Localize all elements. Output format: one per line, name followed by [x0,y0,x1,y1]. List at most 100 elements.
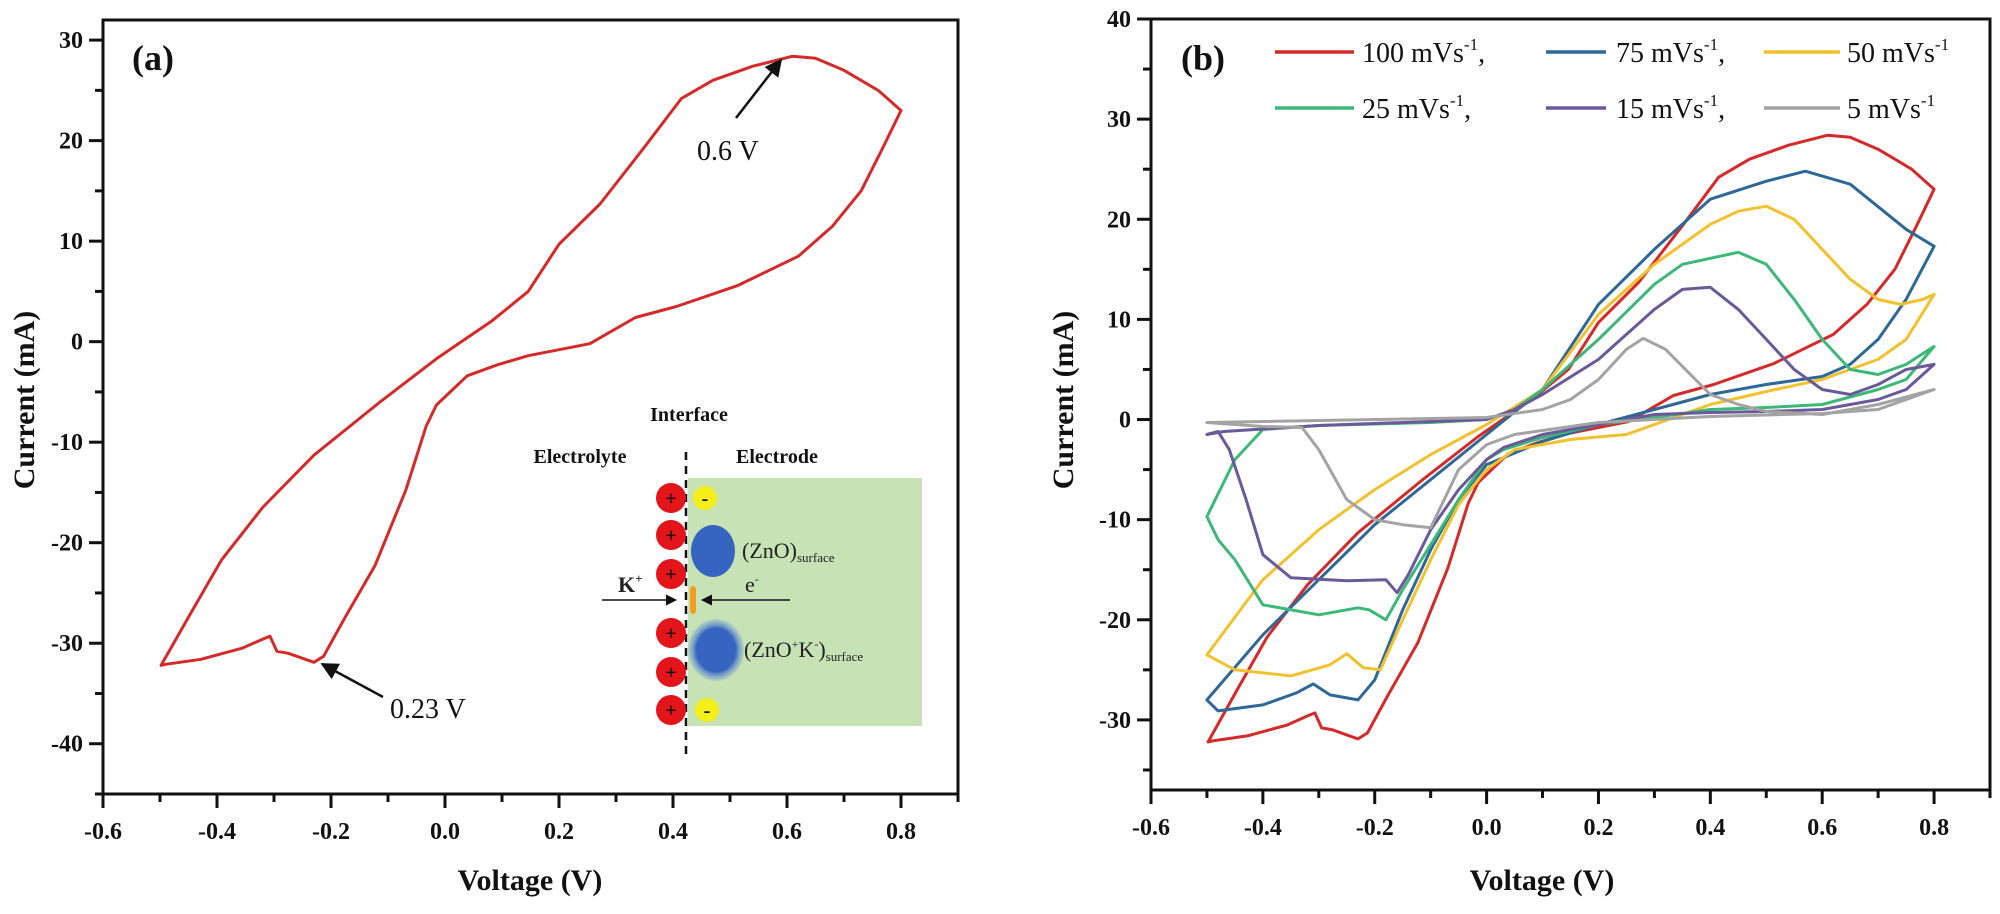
y-tick-label: -30 [51,631,83,657]
y-tick-label: 40 [1107,7,1131,33]
inset-electrolyte-label: Electrolyte [534,446,627,468]
valley-arrow-icon [320,662,384,699]
inset-electrode-label: Electrode [736,446,818,468]
y-tick-label: 0 [71,330,83,356]
x-tick-label: 0.0 [430,819,460,845]
panel-a-label: (a) [132,38,174,78]
legend-label: 15 mVs-1, [1616,91,1725,125]
panel-b: -0.6 -0.4 -0.2 0.0 0.2 0.4 0.6 0.8 40 30 20 10 0 -10 -… [1047,7,1992,897]
x-tick-label: 0.0 [1472,815,1502,841]
zno-k-particle-icon [688,619,744,681]
legend-label: 100 mVs-1, [1362,35,1485,69]
plus-sign: + [665,700,676,722]
interface-schematic-inset: Interface Electrolyte Electrode + + + + + + -… [534,404,922,756]
y-tick-label: 20 [1107,207,1131,233]
cation: + [656,520,686,550]
x-tick-label: -0.2 [1356,815,1394,841]
cv-curve-15-mvs [1205,285,1936,595]
x-tick-label: 0.2 [544,819,574,845]
anion-circle-icon [693,486,717,510]
legend-item: 25 mVs-1, [1275,91,1471,125]
cation: + [656,483,686,513]
panel-a-x-axis-title: Voltage (V) [458,864,603,897]
charge-bridge [690,586,696,614]
x-tick-label: 0.2 [1583,815,1613,841]
cation-circle-icon [656,559,686,589]
cation: + [656,695,686,725]
y-tick-label: 30 [59,28,83,54]
cv-curve-100-mvs [1206,133,1936,744]
electrode-region [688,478,922,726]
plus-sign: + [665,525,676,547]
minus-sign: - [704,700,711,722]
x-tick-label: 0.6 [772,819,802,845]
cation: + [656,559,686,589]
cv-curve-25-mvs [1205,250,1936,622]
x-tick-label: -0.4 [198,819,236,845]
y-tick-label: 0 [1119,408,1131,434]
x-tick-label: 0.6 [1807,815,1837,841]
y-tick-label: -10 [51,430,83,456]
annotation-0-23v: 0.23 V [390,694,466,725]
panel-a-curves [159,54,903,667]
legend-item: 15 mVs-1, [1546,91,1725,125]
plot-frame [1149,17,1992,792]
panel-a-y-axis-title: Current (mA) [8,311,41,490]
cation-circle-icon [656,483,686,513]
inset-species-zno: (ZnO)surface [742,538,835,565]
x-tick-label: 0.8 [1919,815,1949,841]
panel-b-axes: -0.6 -0.4 -0.2 0.0 0.2 0.4 0.6 0.8 40 30 20 10 0 -10 -… [1099,7,1992,841]
y-tick-label: -10 [1099,508,1131,534]
y-tick-label: -40 [51,732,83,758]
panel-b-x-axis-title: Voltage (V) [1470,864,1615,897]
y-tick-label: 30 [1107,107,1131,133]
anion-top: - [693,486,717,510]
x-tick-label: 0.8 [886,819,916,845]
cv-curve-5-mvs [1205,336,1936,530]
y-tick-label: 10 [59,229,83,255]
inset-interface-label: Interface [650,404,728,426]
legend-item: 50 mVs-1 [1764,35,1949,69]
panel-a-axes: -0.6 -0.4 -0.2 0.0 0.2 0.4 0.6 0.8 30 20 10 0 -10 -20… [51,18,960,845]
y-tick-label: 10 [1107,307,1131,333]
panel-b-label: (b) [1181,38,1225,78]
x-tick-label: 0.4 [658,819,688,845]
anion-circle-icon [695,698,719,722]
x-tick-label: -0.4 [1244,815,1282,841]
legend-item: 5 mVs-1 [1764,91,1935,125]
y-tick-label: 20 [59,129,83,155]
panel-a: -0.6 -0.4 -0.2 0.0 0.2 0.4 0.6 0.8 30 20 10 0 -10 -20… [8,18,960,897]
plus-sign: + [665,662,676,684]
y-tick-label: -20 [1099,608,1131,634]
legend: 100 mVs-1, 75 mVs-1, 50 mVs-1 25 mVs-1, 15 m… [1275,35,1949,125]
x-tick-label: 0.4 [1695,815,1725,841]
legend-label: 50 mVs-1 [1847,35,1949,69]
legend-item: 75 mVs-1, [1546,35,1725,69]
cation: + [656,618,686,648]
cation: + [656,657,686,687]
plus-sign: + [665,488,676,510]
legend-label: 5 mVs-1 [1847,91,1935,125]
inset-cation-label: K+ [618,571,643,597]
legend-item: 100 mVs-1, [1275,35,1485,69]
inset-species-zno-k: (ZnO+K-)surface [744,637,863,664]
x-tick-label: -0.6 [84,819,122,845]
cation-column: + + + + + + [656,483,686,725]
plus-sign: + [665,564,676,586]
panel-b-y-axis-title: Current (mA) [1047,311,1080,490]
cation-circle-icon [656,695,686,725]
cation-circle-icon [656,618,686,648]
y-tick-label: -30 [1099,708,1131,734]
inset-electron-label: e- [745,572,759,597]
cv-curve-series-0 [159,54,903,667]
legend-label: 25 mVs-1, [1362,91,1471,125]
cv-curve-50-mvs [1205,204,1936,678]
plot-frame [101,18,960,796]
legend-label: 75 mVs-1, [1616,35,1725,69]
cation-circle-icon [656,520,686,550]
y-tick-label: -20 [51,531,83,557]
cation-circle-icon [656,657,686,687]
peak-arrow-icon [735,58,783,119]
plus-sign: + [665,623,676,645]
